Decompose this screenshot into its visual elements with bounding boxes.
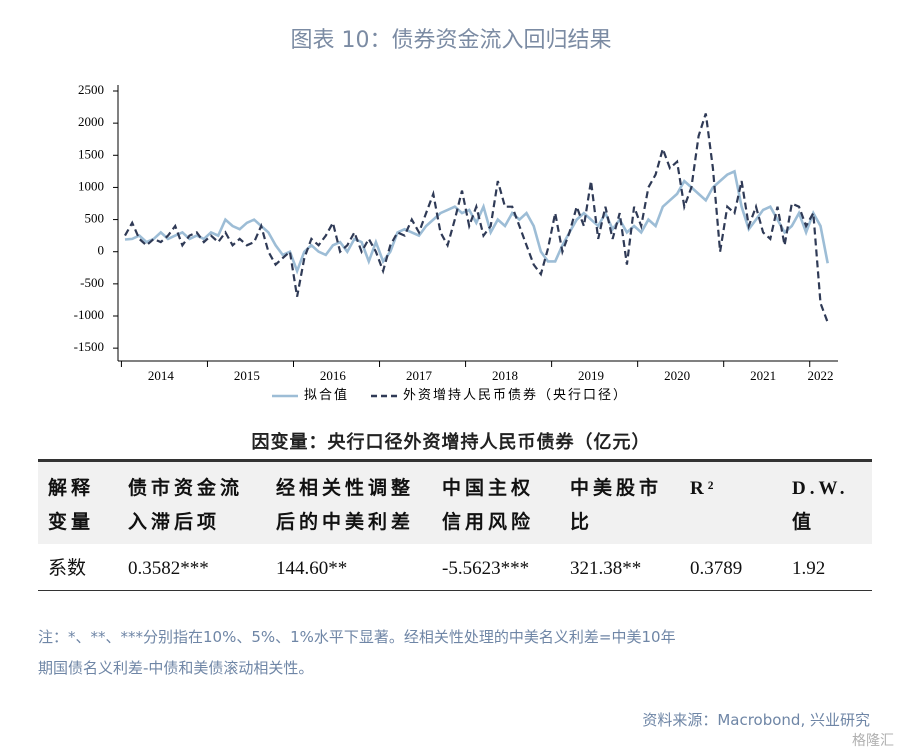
x-tick-label: 2019 <box>578 368 604 383</box>
series-line <box>124 169 829 275</box>
x-tick-label: 2015 <box>234 368 260 383</box>
header-line: 后的中美利差 <box>276 512 415 533</box>
header-line: 变量 <box>48 512 95 533</box>
x-tick-label: 2021 <box>750 368 776 383</box>
body-cell: 0.3789 <box>690 558 743 579</box>
x-tick-label: 2020 <box>664 368 690 383</box>
body-cell: 144.60** <box>276 558 348 579</box>
header-row: 解释 变量 债市资金流 入滞后项 经相关性调整 后的中美利差 中国主权 信用风险 中美股市比 R²… <box>38 462 872 544</box>
header-line: 中国主权 <box>442 478 535 499</box>
watermark: 格隆汇 <box>852 733 894 749</box>
header-line: 经相关性调整 <box>276 478 415 499</box>
body-cell: 系数 <box>48 558 87 579</box>
y-tick-label: 1500 <box>78 146 104 161</box>
note-line: 注：*、**、***分别指在10%、5%、1%水平下显著。经相关性处理的中美名义… <box>38 628 676 646</box>
header-line: 债市资金流 <box>128 478 244 499</box>
note-line: 期国债名义利差-中债和美债滚动相关性。 <box>38 659 314 677</box>
y-tick-label: -1000 <box>74 307 104 322</box>
body-cell: 1.92 <box>792 558 826 579</box>
y-tick-label: 1000 <box>78 178 104 193</box>
table-caption: 因变量：央行口径外资增持人民币债券（亿元） <box>251 432 651 452</box>
y-tick-label: -1500 <box>74 339 104 354</box>
series-line <box>124 113 829 323</box>
y-tick-label: 2500 <box>78 82 104 97</box>
y-tick-label: 500 <box>85 211 105 226</box>
x-tick-label: 2018 <box>492 368 518 383</box>
header-cell: 经相关性调整 后的中美利差 <box>266 462 432 544</box>
y-tick-label: 2000 <box>78 114 104 129</box>
header-line: 信用风险 <box>442 512 535 533</box>
header-line: 中美股市 <box>570 478 663 499</box>
header-cell: D.W. 值 <box>782 462 872 544</box>
legend-label: 拟合值 <box>304 387 349 402</box>
chart: -1500 -1000 -500 0 500 1000 1500 2000 2500 2014 20… <box>74 82 838 402</box>
note: 注：*、**、***分别指在10%、5%、1%水平下显著。经相关性处理的中美名义… <box>38 622 798 684</box>
header-line: R² <box>690 478 718 499</box>
body-cell: 0.3582*** <box>128 558 209 579</box>
header-line: 值 <box>792 512 816 533</box>
header-cell: 中美股市比 <box>560 462 680 544</box>
x-tick-label: 2016 <box>320 368 347 383</box>
header-line: 解释 <box>48 478 95 499</box>
header-cell: R² <box>680 462 782 544</box>
y-tick-label: -500 <box>80 275 104 290</box>
legend-label: 外资增持人民币债券（央行口径） <box>403 387 628 402</box>
separator <box>38 544 872 548</box>
header-line: 比 <box>570 512 594 533</box>
header-cell: 解释 变量 <box>38 462 118 544</box>
header-cell: 中国主权 信用风险 <box>432 462 560 544</box>
body-cell: 321.38** <box>570 558 642 579</box>
header-line: D.W. <box>792 478 849 499</box>
x-tick-label: 2017 <box>406 368 433 383</box>
body-cell: -5.5623*** <box>442 558 530 579</box>
x-tick-label: 2014 <box>148 368 175 383</box>
figure-title: 图表 10：债券资金流入回归结果 <box>290 28 612 53</box>
regression-table: 解释 变量 债市资金流 入滞后项 经相关性调整 后的中美利差 中国主权 信用风险 中美股市比 R²… <box>38 459 872 591</box>
body-row: 系数 0.3582*** 144.60** -5.5623*** 321.38** 0.3… <box>38 548 872 590</box>
header-line: 入滞后项 <box>128 512 221 533</box>
x-tick-label: 2022 <box>807 368 833 383</box>
source: 资料来源：Macrobond, 兴业研究 <box>642 711 870 729</box>
header-cell: 债市资金流 入滞后项 <box>118 462 266 544</box>
y-tick-label: 0 <box>98 243 105 258</box>
